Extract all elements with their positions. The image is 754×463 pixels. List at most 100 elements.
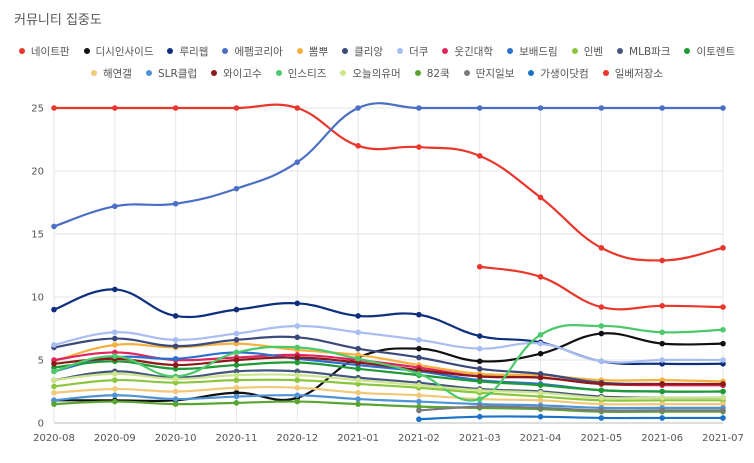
data-point bbox=[355, 377, 361, 383]
data-point bbox=[720, 304, 726, 310]
data-point bbox=[476, 396, 483, 402]
data-point bbox=[659, 357, 665, 363]
legend-item[interactable]: 인벤 bbox=[571, 44, 603, 59]
legend-label: 에펨코리아 bbox=[234, 45, 283, 58]
series-line bbox=[51, 323, 726, 365]
legend-marker bbox=[275, 70, 282, 76]
data-point bbox=[537, 389, 544, 396]
data-point bbox=[416, 392, 422, 399]
x-tick-label: 2021-06 bbox=[641, 433, 683, 444]
legend-item[interactable]: 딴지일보 bbox=[463, 66, 514, 81]
y-tick-label: 15 bbox=[31, 230, 44, 241]
legend-item[interactable]: 네이트판 bbox=[18, 44, 70, 59]
data-point bbox=[476, 263, 483, 270]
legend-item[interactable]: 와이고수 bbox=[211, 66, 262, 81]
data-point bbox=[112, 386, 118, 392]
legend-marker bbox=[83, 48, 90, 54]
data-point bbox=[51, 105, 57, 111]
legend-item[interactable]: 뽐뿌 bbox=[296, 44, 328, 59]
data-point bbox=[294, 323, 301, 329]
data-point bbox=[172, 362, 179, 368]
legend-row: 해연갤 SLR클럽 와이고수 인스티즈 오늘의유머 82쿡 딴지일보 가생이닷컴 일베저장소 bbox=[0, 62, 754, 84]
legend-item[interactable]: 웃긴대학 bbox=[442, 44, 493, 59]
legend-item[interactable]: 해연갤 bbox=[90, 66, 132, 81]
data-point bbox=[294, 359, 301, 366]
data-point bbox=[537, 374, 544, 381]
series-path bbox=[417, 415, 725, 421]
legend-item[interactable]: 더쿠 bbox=[397, 44, 428, 59]
data-point bbox=[112, 286, 118, 293]
series-group bbox=[51, 102, 726, 423]
legend-label: 디시인사이드 bbox=[95, 45, 154, 58]
y-tick-label: 10 bbox=[31, 293, 44, 304]
data-point bbox=[233, 384, 240, 391]
legend-label: MLB파크 bbox=[629, 45, 671, 58]
legend-marker bbox=[211, 70, 218, 76]
data-point bbox=[659, 415, 665, 421]
legend-marker bbox=[340, 70, 347, 76]
data-point bbox=[51, 342, 57, 348]
legend-item[interactable]: 일베저장소 bbox=[602, 66, 663, 81]
series-path bbox=[52, 372, 725, 400]
data-point bbox=[172, 343, 179, 349]
legend-item[interactable]: 루리웹 bbox=[167, 44, 208, 59]
legend-item[interactable]: 보배드림 bbox=[507, 44, 558, 59]
legend-label: SLR클럽 bbox=[157, 67, 198, 80]
data-point bbox=[537, 332, 544, 338]
legend-marker bbox=[397, 48, 404, 54]
series-line bbox=[476, 263, 726, 311]
data-point bbox=[172, 355, 179, 362]
data-point bbox=[172, 388, 179, 395]
legend-item[interactable]: 82쿡 bbox=[414, 66, 450, 81]
data-point bbox=[416, 416, 422, 423]
legend-item[interactable]: 에펨코리아 bbox=[222, 44, 283, 59]
data-point bbox=[720, 407, 726, 414]
data-point bbox=[476, 413, 483, 420]
legend-item[interactable]: 가생이닷컴 bbox=[528, 66, 589, 81]
data-point bbox=[233, 306, 240, 313]
legend-marker bbox=[507, 48, 514, 54]
legend-item[interactable]: MLB파크 bbox=[617, 44, 670, 59]
series-line bbox=[416, 413, 726, 423]
data-point bbox=[476, 403, 483, 410]
data-point bbox=[659, 381, 665, 387]
data-point bbox=[233, 337, 240, 343]
data-point bbox=[112, 392, 118, 399]
x-tick-label: 2021-04 bbox=[520, 433, 562, 444]
data-point bbox=[416, 105, 422, 111]
axis-group: 0 5 10 15 20 25 2020-08 2020-09 2020-10 2020-11 20… bbox=[31, 104, 744, 445]
data-point bbox=[537, 194, 544, 201]
data-point bbox=[233, 105, 240, 111]
legend-marker bbox=[18, 48, 25, 54]
data-point bbox=[416, 144, 422, 150]
legend-label: 해연갤 bbox=[102, 67, 132, 80]
data-point bbox=[112, 329, 118, 336]
legend-marker bbox=[342, 48, 349, 54]
legend-label: 더쿠 bbox=[409, 45, 429, 58]
data-point bbox=[537, 405, 544, 411]
legend-label: 오늘의유머 bbox=[352, 67, 401, 80]
data-point bbox=[720, 415, 726, 421]
data-point bbox=[294, 334, 301, 341]
data-point bbox=[416, 371, 422, 377]
legend-item[interactable]: 인스티즈 bbox=[275, 66, 326, 81]
legend-item[interactable]: 클리앙 bbox=[342, 44, 383, 59]
data-point bbox=[476, 105, 483, 111]
legend-item[interactable]: SLR클럽 bbox=[145, 66, 198, 81]
data-point bbox=[720, 340, 726, 347]
data-point bbox=[598, 323, 605, 329]
legend-item[interactable]: 이토렌트 bbox=[684, 44, 735, 59]
legend-marker bbox=[463, 70, 470, 76]
data-point bbox=[355, 396, 361, 402]
data-point bbox=[476, 153, 483, 159]
data-point bbox=[598, 407, 605, 414]
data-point bbox=[355, 389, 361, 396]
legend-item[interactable]: 오늘의유머 bbox=[340, 66, 401, 81]
data-point bbox=[112, 342, 118, 348]
data-point bbox=[659, 329, 665, 336]
legend-label: 웃긴대학 bbox=[454, 45, 494, 58]
legend-marker bbox=[442, 48, 449, 54]
data-point bbox=[112, 105, 118, 111]
legend-item[interactable]: 디시인사이드 bbox=[83, 44, 154, 59]
data-point bbox=[476, 387, 483, 394]
